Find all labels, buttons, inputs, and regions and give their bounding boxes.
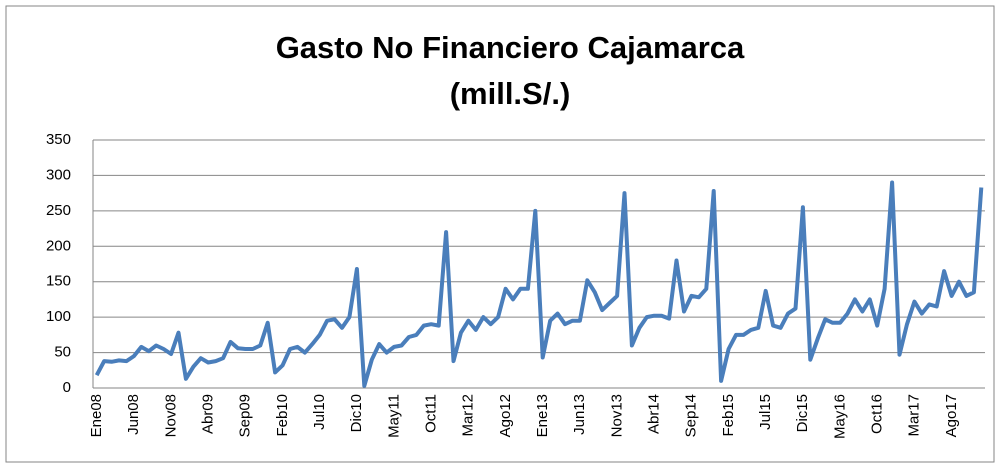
x-tick-label: Sep09 <box>237 394 254 437</box>
y-tick-label: 50 <box>54 344 71 361</box>
x-tick-label: Abr09 <box>199 394 216 434</box>
y-tick-label: 300 <box>46 166 71 183</box>
x-tick-label: Sep14 <box>683 394 700 437</box>
y-tick-label: 350 <box>46 131 71 148</box>
x-tick-label: Jul15 <box>757 394 774 430</box>
x-tick-label: Ene13 <box>534 394 551 437</box>
y-tick-label: 100 <box>46 308 71 325</box>
chart-title: (mill.S/.) <box>450 76 571 111</box>
x-tick-label: Dic10 <box>348 394 365 432</box>
x-tick-label: Ene08 <box>88 394 105 437</box>
x-tick-label: Ago12 <box>497 394 514 437</box>
x-tick-label: Feb10 <box>274 394 291 437</box>
y-tick-label: 250 <box>46 202 71 219</box>
y-tick-label: 0 <box>63 379 71 396</box>
x-tick-label: Dic15 <box>794 394 811 432</box>
x-tick-label: Mar17 <box>906 394 923 437</box>
x-tick-label: Oct16 <box>868 394 885 434</box>
x-tick-label: May16 <box>831 394 848 439</box>
x-tick-label: Oct11 <box>422 394 439 433</box>
x-tick-label: May11 <box>385 394 402 438</box>
chart-title: Gasto No Financiero Cajamarca <box>276 30 745 65</box>
data-line <box>94 180 984 388</box>
x-tick-label: Nov13 <box>608 394 625 437</box>
x-tick-label: Ago17 <box>943 394 960 437</box>
y-tick-label: 200 <box>46 237 71 254</box>
x-tick-label: Mar12 <box>460 394 477 437</box>
x-tick-label: Nov08 <box>162 394 179 437</box>
x-tick-label: Feb15 <box>720 394 737 437</box>
y-tick-label: 150 <box>46 273 71 290</box>
x-tick-label: Jul10 <box>311 394 328 430</box>
x-tick-label: Jun08 <box>125 394 142 435</box>
x-tick-label: Jun13 <box>571 394 588 435</box>
x-tick-label: Abr14 <box>645 394 662 434</box>
chart-border <box>5 5 995 463</box>
